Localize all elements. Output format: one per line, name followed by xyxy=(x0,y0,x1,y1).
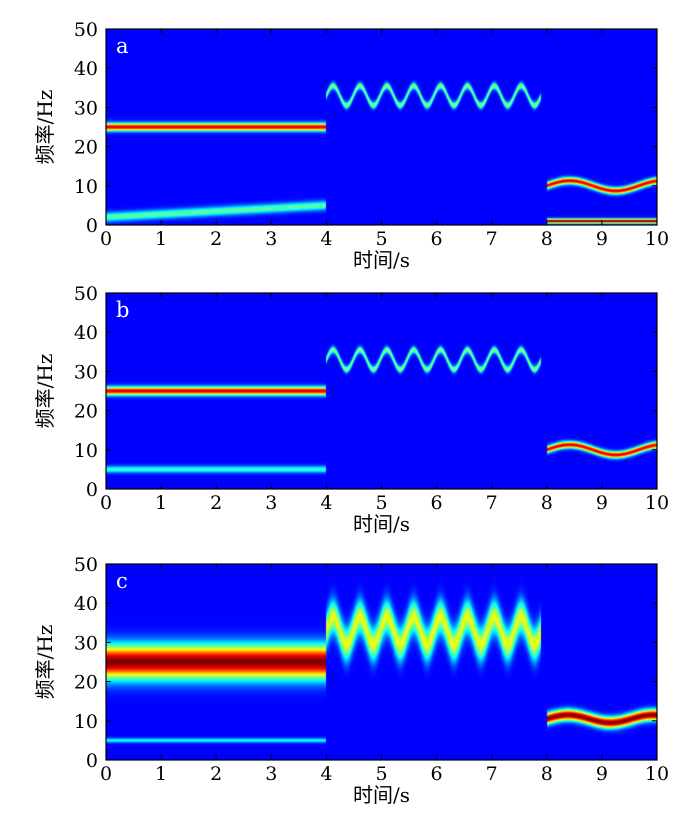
panel-b: 0 1 2 3 4 5 6 7 8 9 10 0 10 20 30 40 50 b 时间/s 频率/Hz xyxy=(33,283,669,536)
x-tick-label: 7 xyxy=(486,763,498,785)
x-tick-label: 9 xyxy=(596,228,608,250)
x-tick-label: 1 xyxy=(155,763,167,785)
x-tick-label: 10 xyxy=(645,228,669,250)
panel-label: c xyxy=(116,569,128,593)
y-axis-label: 频率/Hz xyxy=(33,354,57,429)
x-tick-label: 4 xyxy=(320,228,332,250)
x-tick-label: 3 xyxy=(265,763,277,785)
x-tick-label: 9 xyxy=(596,763,608,785)
heatmap-a xyxy=(106,29,657,225)
y-tick-label: 50 xyxy=(74,19,98,41)
y-tick-label: 10 xyxy=(74,176,98,198)
y-tick-label: 20 xyxy=(74,137,98,159)
y-tick-label: 20 xyxy=(74,401,98,423)
x-tick-label: 2 xyxy=(210,228,222,250)
y-tick-label: 30 xyxy=(74,632,98,654)
x-tick-label: 0 xyxy=(100,763,112,785)
panel-label: b xyxy=(116,298,129,322)
x-tick-label: 5 xyxy=(375,228,387,250)
y-axis-label: 频率/Hz xyxy=(33,625,57,700)
x-tick-label: 1 xyxy=(155,492,167,514)
x-tick-label: 0 xyxy=(100,228,112,250)
x-axis-label: 时间/s xyxy=(353,248,410,272)
panel-a: 0 1 2 3 4 5 6 7 8 9 10 0 10 20 30 40 50 a 时间/s 频率/Hz xyxy=(33,19,669,272)
panel-c: 0 1 2 3 4 5 6 7 8 9 10 0 10 20 30 40 50 c 时间/s 频率/Hz xyxy=(33,554,669,807)
y-tick-label: 40 xyxy=(74,593,98,615)
x-tick-label: 3 xyxy=(265,492,277,514)
y-tick-label: 0 xyxy=(86,750,98,772)
y-tick-label: 30 xyxy=(74,97,98,119)
x-tick-label: 0 xyxy=(100,492,112,514)
x-tick-label: 10 xyxy=(645,763,669,785)
panel-label: a xyxy=(116,34,129,58)
x-tick-label: 4 xyxy=(320,763,332,785)
x-tick-label: 2 xyxy=(210,763,222,785)
y-tick-label: 0 xyxy=(86,479,98,501)
y-tick-label: 40 xyxy=(74,322,98,344)
y-tick-label: 10 xyxy=(74,711,98,733)
x-tick-label: 8 xyxy=(541,492,553,514)
x-tick-label: 5 xyxy=(375,763,387,785)
y-tick-label: 40 xyxy=(74,58,98,80)
x-tick-label: 2 xyxy=(210,492,222,514)
y-tick-label: 30 xyxy=(74,361,98,383)
x-tick-label: 7 xyxy=(486,492,498,514)
heatmap-b xyxy=(106,293,657,489)
x-axis-label: 时间/s xyxy=(353,783,410,807)
y-tick-label: 10 xyxy=(74,440,98,462)
y-axis-label: 频率/Hz xyxy=(33,90,57,165)
x-tick-label: 6 xyxy=(431,492,443,514)
x-axis-label: 时间/s xyxy=(353,512,410,536)
y-tick-label: 0 xyxy=(86,215,98,237)
x-tick-label: 6 xyxy=(431,228,443,250)
x-tick-label: 1 xyxy=(155,228,167,250)
y-tick-label: 50 xyxy=(74,283,98,305)
x-tick-label: 8 xyxy=(541,763,553,785)
x-tick-label: 6 xyxy=(431,763,443,785)
heatmap-c xyxy=(106,564,657,760)
x-tick-label: 7 xyxy=(486,228,498,250)
x-tick-label: 10 xyxy=(645,492,669,514)
x-tick-label: 3 xyxy=(265,228,277,250)
x-tick-label: 8 xyxy=(541,228,553,250)
x-tick-label: 9 xyxy=(596,492,608,514)
y-tick-label: 20 xyxy=(74,672,98,694)
y-tick-label: 50 xyxy=(74,554,98,576)
x-tick-label: 5 xyxy=(375,492,387,514)
x-tick-label: 4 xyxy=(320,492,332,514)
